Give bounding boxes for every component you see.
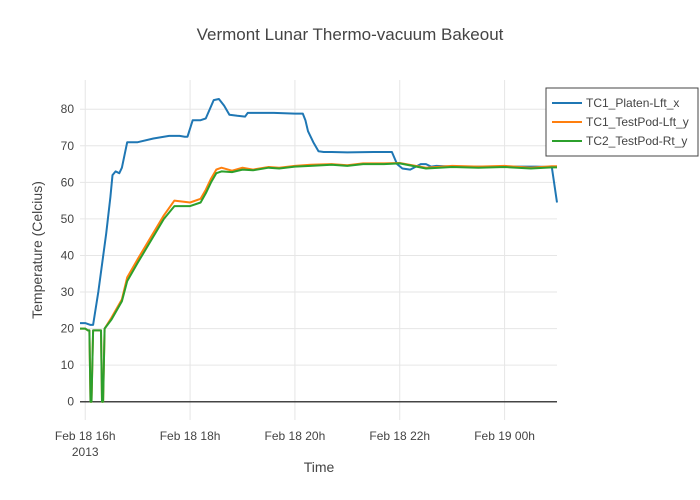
- x-tick-label: Feb 18 18h: [160, 429, 221, 443]
- series-line-3: [80, 162, 557, 403]
- y-tick-labels: 0 10 20 30 40 50 60 70 80: [61, 102, 75, 408]
- legend-item-1[interactable]: TC1_Platen-Lft_x: [552, 96, 679, 110]
- x-tick-sublabel: 2013: [72, 445, 99, 459]
- y-tick-label: 20: [61, 322, 75, 336]
- legend-label: TC1_Platen-Lft_x: [586, 96, 679, 110]
- x-tick-label: Feb 18 22h: [369, 429, 430, 443]
- x-tick-labels: Feb 18 16h 2013 Feb 18 18h Feb 18 20h Feb 18…: [55, 429, 535, 459]
- legend-item-2[interactable]: TC1_TestPod-Lft_y: [552, 115, 689, 129]
- x-tick-label: Feb 18 20h: [265, 429, 326, 443]
- x-tick-label: Feb 19 00h: [474, 429, 535, 443]
- series-group: [80, 98, 558, 403]
- y-tick-label: 0: [67, 395, 74, 409]
- legend-label: TC2_TestPod-Rt_y: [586, 134, 687, 148]
- series-line-2: [80, 162, 557, 403]
- y-tick-label: 80: [61, 102, 75, 116]
- series-line-1: [80, 98, 558, 326]
- legend-label: TC1_TestPod-Lft_y: [586, 115, 689, 129]
- grid: [80, 80, 557, 420]
- x-axis-title: Time: [304, 459, 335, 475]
- y-tick-label: 40: [61, 248, 75, 262]
- y-tick-label: 60: [61, 175, 75, 189]
- y-tick-label: 70: [61, 139, 75, 153]
- y-tick-label: 50: [61, 212, 75, 226]
- y-tick-label: 10: [61, 358, 75, 372]
- legend-item-3[interactable]: TC2_TestPod-Rt_y: [552, 134, 687, 148]
- legend[interactable]: TC1_Platen-Lft_x TC1_TestPod-Lft_y TC2_Tes…: [545, 87, 699, 157]
- chart-title: Vermont Lunar Thermo-vacuum Bakeout: [197, 25, 504, 44]
- y-axis-title: Temperature (Celcius): [29, 181, 45, 319]
- y-tick-label: 30: [61, 285, 75, 299]
- x-tick-label: Feb 18 16h: [55, 429, 116, 443]
